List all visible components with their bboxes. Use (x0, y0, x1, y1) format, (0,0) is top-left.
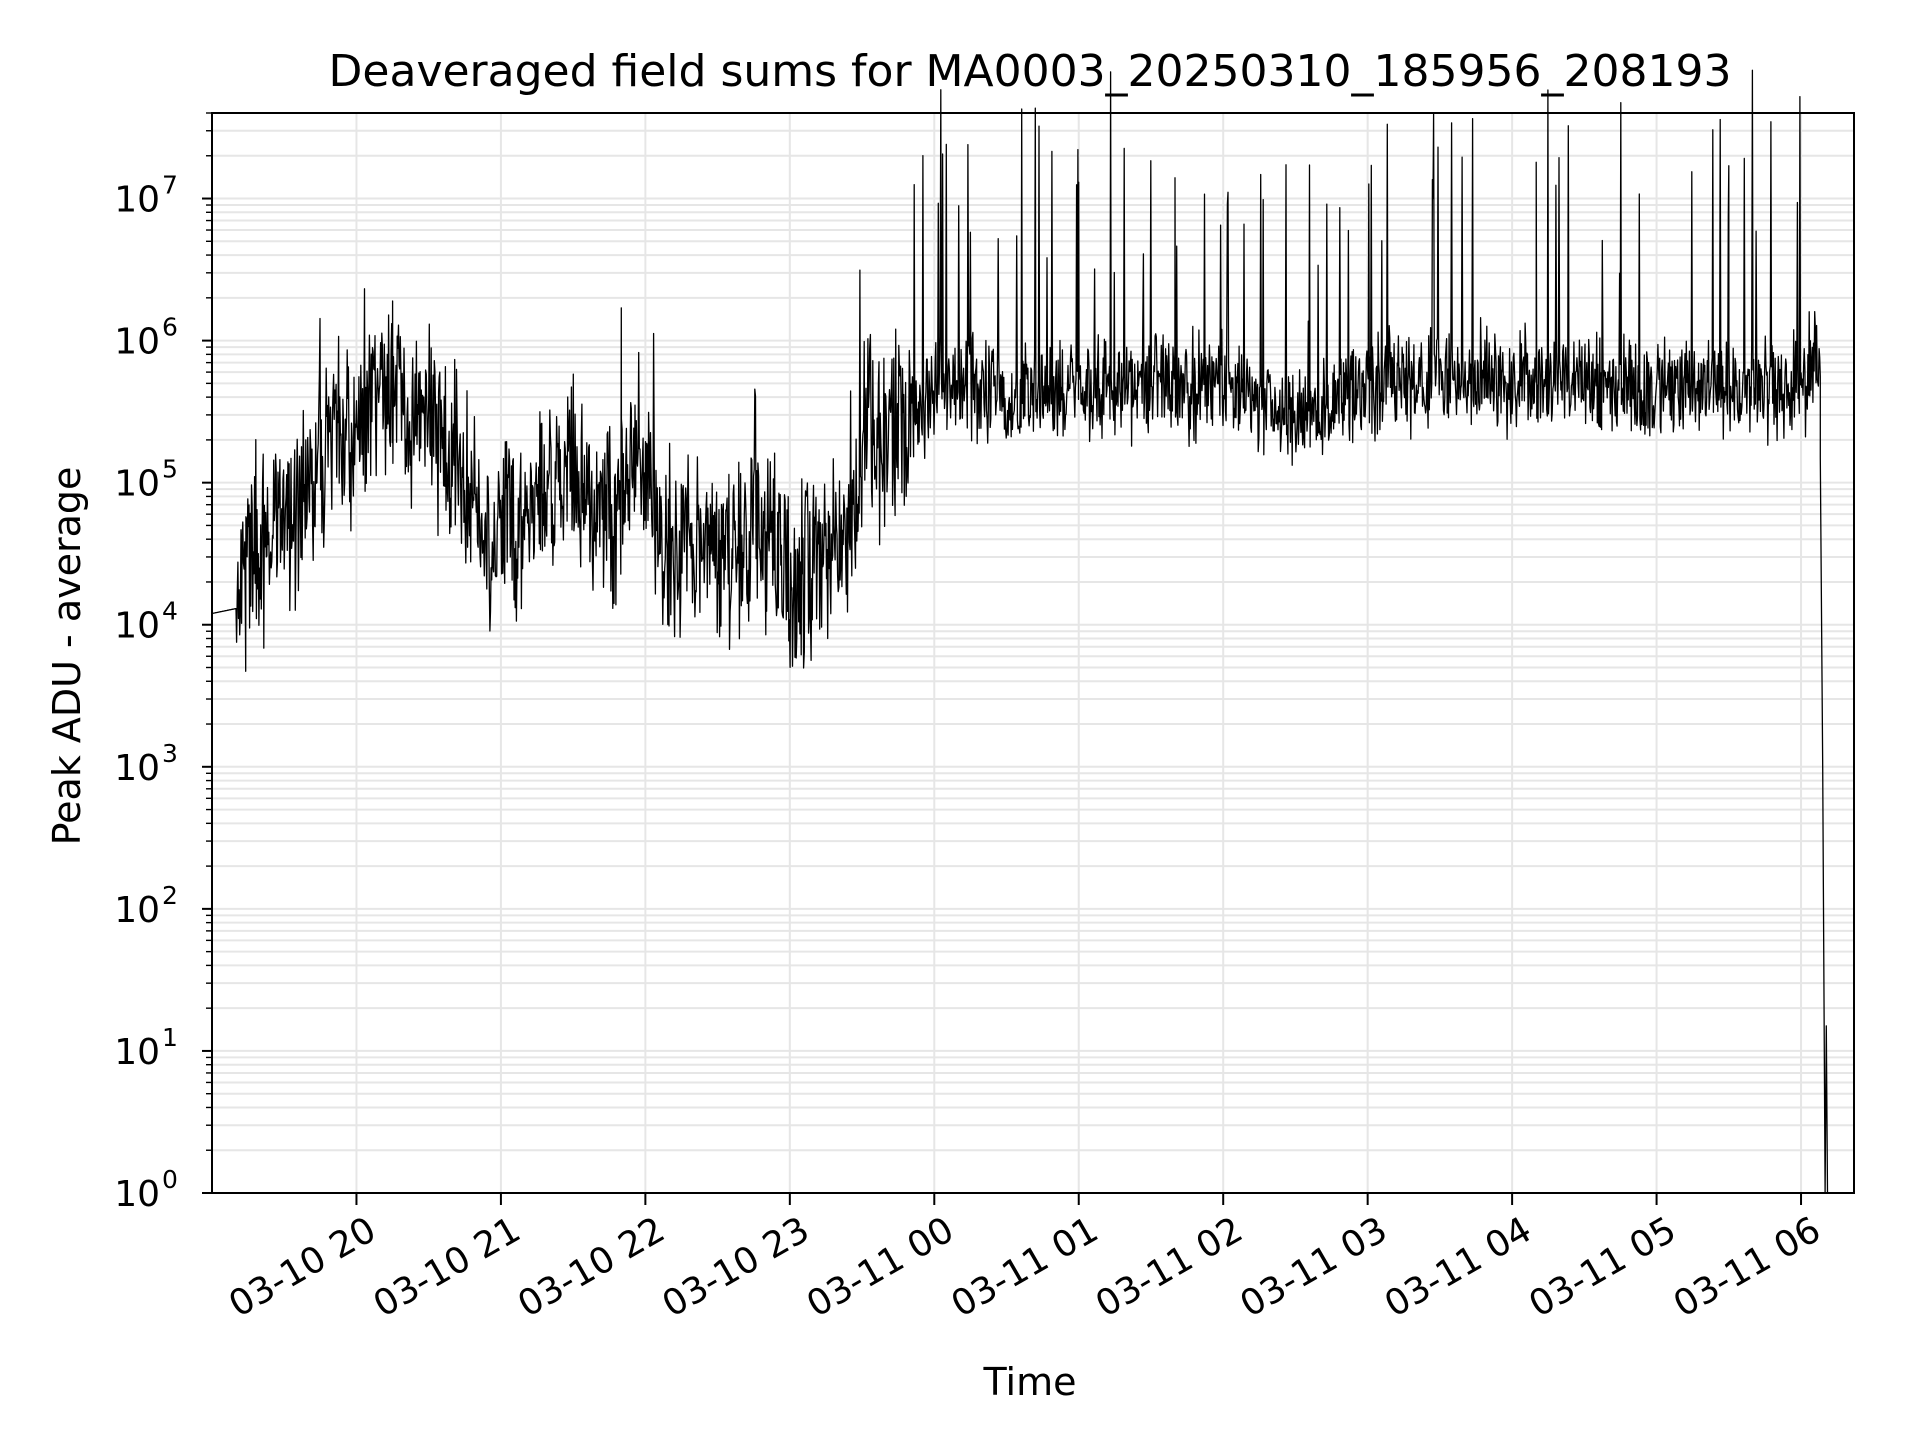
y-tick-label: 10 (114, 180, 160, 221)
y-axis-label: Peak ADU - average (45, 467, 89, 846)
y-tick-exponent: 6 (162, 313, 178, 342)
grid (212, 112, 1854, 1194)
y-tick-label: 10 (114, 322, 160, 363)
y-tick-label: 10 (114, 606, 160, 647)
y-tick-exponent: 0 (162, 1165, 178, 1194)
y-tick-label: 10 (114, 464, 160, 505)
plot-frame (211, 112, 1855, 1194)
y-tick-exponent: 4 (162, 597, 178, 626)
x-axis-label: Time (983, 1360, 1077, 1404)
y-tick-exponent: 5 (162, 455, 178, 484)
y-tick-exponent: 7 (162, 171, 178, 200)
series-line (211, 69, 1829, 1194)
y-tick-label: 10 (114, 748, 160, 789)
chart-title: Deaveraged field sums for MA0003_2025031… (329, 46, 1732, 97)
y-tick-exponent: 3 (162, 739, 178, 768)
y-tick-label: 10 (114, 1174, 160, 1215)
y-tick-exponent: 2 (162, 881, 178, 910)
y-tick-label: 10 (114, 890, 160, 931)
y-tick-exponent: 1 (162, 1023, 178, 1052)
y-tick-label: 10 (114, 1032, 160, 1073)
plot-area (211, 69, 1829, 1194)
